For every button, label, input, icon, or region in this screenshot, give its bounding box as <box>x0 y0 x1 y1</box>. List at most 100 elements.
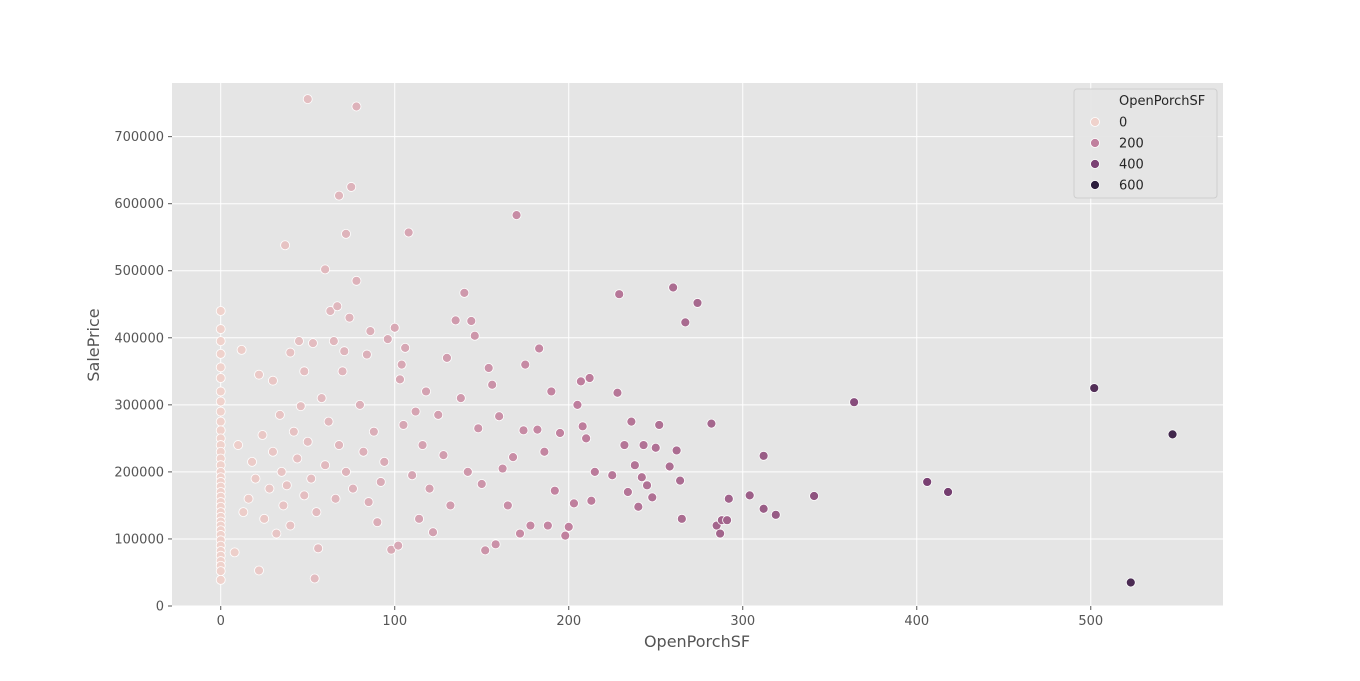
x-tick-label: 300 <box>730 614 755 629</box>
scatter-point <box>395 374 405 385</box>
scatter-point <box>497 463 508 474</box>
legend: OpenPorchSF 0 200 400 600 <box>1073 88 1218 199</box>
scatter-point <box>351 275 362 286</box>
scatter-point <box>316 393 327 404</box>
scatter-point <box>1089 383 1100 393</box>
scatter-point <box>723 493 734 504</box>
scatter-point <box>758 503 769 514</box>
scatter-point <box>581 433 592 444</box>
scatter-point <box>372 517 383 528</box>
scatter-point <box>636 472 647 483</box>
scatter-point <box>313 543 324 554</box>
scatter-point <box>278 500 289 511</box>
scatter-point <box>247 456 257 467</box>
scatter-point <box>264 483 275 494</box>
y-tick-label: 100000 <box>114 532 164 547</box>
scatter-point <box>943 487 953 497</box>
legend-label: 0 <box>1119 116 1127 131</box>
scatter-point <box>692 298 703 308</box>
scatter-point <box>476 479 487 489</box>
scatter-point <box>215 406 226 417</box>
x-tick-label: 200 <box>556 614 581 629</box>
x-tick-label: 400 <box>904 614 929 629</box>
scatter-point <box>379 456 390 467</box>
x-tick-label: 100 <box>382 614 407 629</box>
y-tick-label: 200000 <box>114 465 164 480</box>
scatter-point <box>389 322 400 333</box>
x-axis-label: OpenPorchSF <box>644 632 750 651</box>
y-axis-ticks: 0 100000 200000 300000 400000 500000 600000 700… <box>114 130 172 615</box>
scatter-point <box>668 282 679 293</box>
scatter-point <box>410 406 421 417</box>
y-tick-label: 500000 <box>114 264 164 279</box>
scatter-point <box>274 410 285 420</box>
legend-marker <box>1090 180 1100 190</box>
legend-label: 200 <box>1119 137 1144 152</box>
scatter-point <box>323 416 334 427</box>
scatter-point <box>459 287 470 298</box>
scatter-point <box>511 210 522 220</box>
x-tick-label: 500 <box>1078 614 1103 629</box>
scatter-point <box>328 336 339 347</box>
scatter-point <box>664 461 675 472</box>
scatter-point <box>382 334 393 345</box>
scatter-point <box>348 483 358 494</box>
scatter-point <box>407 470 418 481</box>
scatter-point <box>546 386 557 397</box>
scatter-point <box>722 515 732 526</box>
scatter-point <box>584 373 595 383</box>
x-tick-label: 0 <box>217 614 225 629</box>
scatter-point <box>706 418 717 429</box>
scatter-point <box>243 493 254 504</box>
scatter-point <box>254 565 264 576</box>
scatter-point <box>466 316 477 326</box>
scatter-point <box>306 473 317 484</box>
scatter-point <box>325 306 336 316</box>
legend-entries: 0 200 400 600 <box>1090 116 1144 194</box>
scatter-point <box>285 520 296 531</box>
scatter-point <box>229 547 240 558</box>
scatter-point <box>619 440 630 450</box>
scatter-point <box>577 421 588 432</box>
scatter-point <box>671 445 682 456</box>
scatter-point <box>715 528 726 539</box>
scatter-point <box>358 446 369 457</box>
scatter-point <box>215 362 226 373</box>
scatter-point <box>560 530 571 541</box>
scatter-point <box>215 373 226 383</box>
scatter-point <box>520 359 531 370</box>
scatter-point <box>295 401 306 412</box>
scatter-point <box>341 228 351 239</box>
scatter-point <box>257 430 268 440</box>
scatter-point <box>215 396 226 407</box>
legend-label: 400 <box>1119 158 1144 173</box>
scatter-point <box>469 330 480 341</box>
scatter-point <box>250 473 261 484</box>
scatter-point <box>288 426 299 437</box>
scatter-point <box>215 348 226 359</box>
scatter-point <box>622 487 633 497</box>
scatter-point <box>508 452 518 463</box>
scatter-point <box>483 363 494 373</box>
scatter-point <box>311 507 322 518</box>
scatter-point <box>680 317 691 328</box>
scatter-point <box>614 289 625 300</box>
scatter-point <box>215 416 226 427</box>
scatter-point <box>849 397 860 408</box>
scatter-point <box>421 386 431 397</box>
scatter-point <box>400 342 411 353</box>
scatter-point <box>268 375 278 386</box>
scatter-point <box>758 450 769 461</box>
legend-marker <box>1090 138 1100 148</box>
scatter-point <box>539 446 550 457</box>
legend-marker <box>1090 117 1100 127</box>
scatter-point <box>302 94 313 104</box>
scatter-point <box>647 492 658 503</box>
scatter-point <box>375 477 386 487</box>
legend-label: 600 <box>1119 179 1144 194</box>
scatter-point <box>285 347 296 358</box>
scatter-point <box>268 446 278 457</box>
scatter-point <box>215 324 226 334</box>
scatter-point <box>586 495 597 506</box>
scatter-point <box>607 470 618 481</box>
